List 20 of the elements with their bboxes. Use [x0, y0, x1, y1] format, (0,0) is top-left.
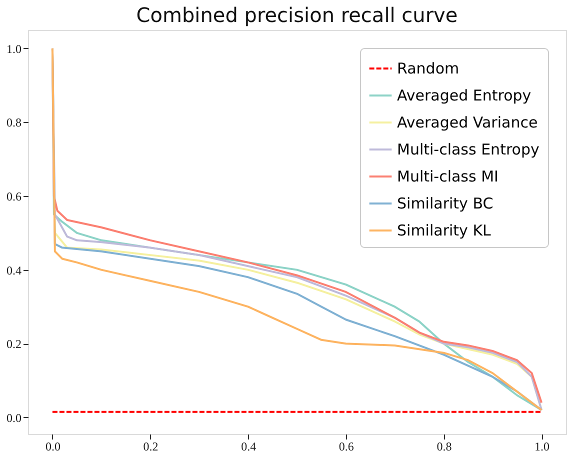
x-tick-label: 0.8 — [436, 440, 452, 454]
x-tick-label: 0.4 — [241, 440, 256, 454]
legend-label: Similarity KL — [397, 222, 492, 240]
legend-label: Averaged Entropy — [397, 86, 532, 104]
legend-label: Similarity BC — [397, 194, 494, 212]
y-tick-label: 0.6 — [6, 190, 22, 204]
x-tick-label: 1.0 — [534, 440, 550, 454]
x-tick-label: 0.2 — [143, 440, 158, 454]
legend-label: Random — [397, 60, 460, 78]
y-tick-label: 1.0 — [6, 42, 22, 56]
y-tick-label: 0.2 — [6, 337, 22, 352]
legend-label: Multi-class MI — [397, 168, 498, 186]
x-tick-label: 0.0 — [45, 440, 60, 454]
chart-title: Combined precision recall curve — [136, 3, 458, 27]
y-tick-label: 0.4 — [6, 263, 22, 278]
y-tick-label: 0.8 — [6, 116, 22, 130]
legend-label: Multi-class Entropy — [397, 140, 540, 158]
x-tick-label: 0.6 — [338, 440, 354, 454]
legend-label: Averaged Variance — [397, 114, 538, 132]
y-tick-label: 0.0 — [6, 410, 22, 425]
